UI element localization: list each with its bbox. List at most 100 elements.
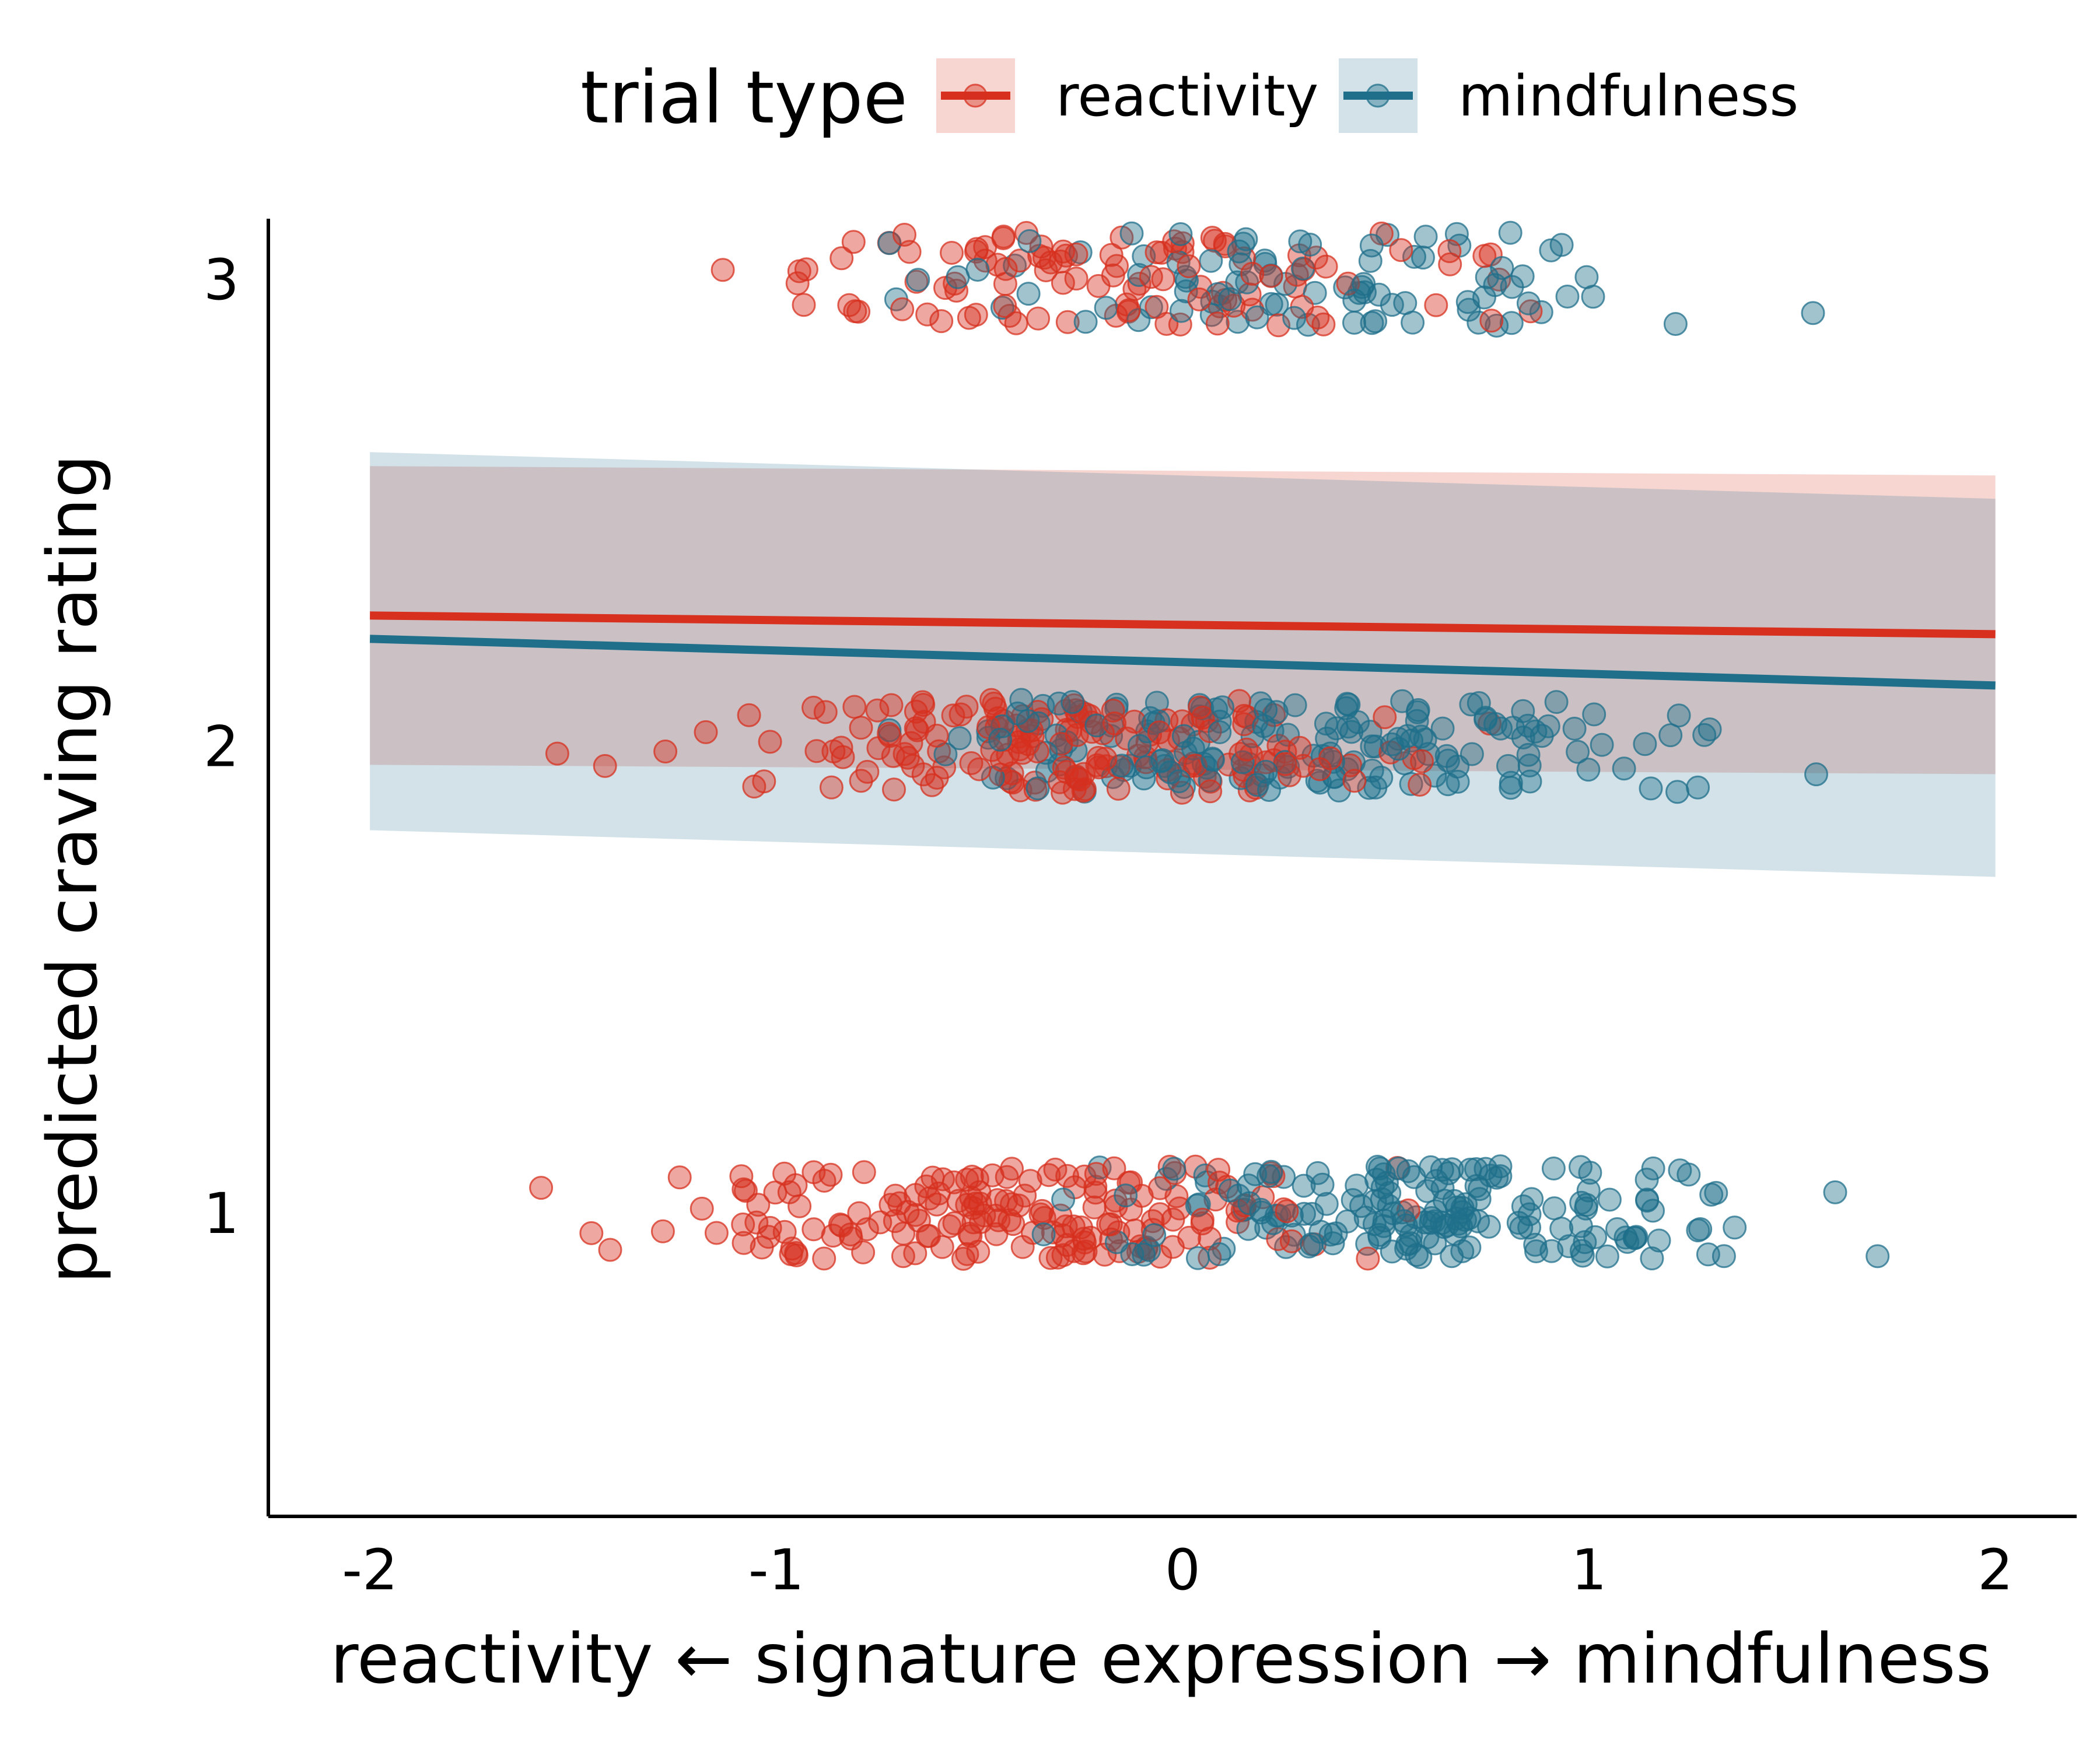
point-reactivity: [1342, 769, 1367, 793]
point-reactivity: [891, 1221, 916, 1246]
point-mindfulness: [1574, 1196, 1598, 1221]
point-reactivity: [849, 716, 873, 740]
point-reactivity: [1389, 238, 1413, 262]
point-reactivity: [1093, 747, 1118, 771]
point-reactivity: [852, 1160, 876, 1185]
legend-key-point: [1366, 83, 1390, 108]
point-mindfulness: [1016, 709, 1040, 733]
point-mindfulness: [1349, 1194, 1373, 1218]
point-mindfulness: [1639, 776, 1663, 801]
point-mindfulness: [1635, 1187, 1660, 1212]
point-mindfulness: [1517, 754, 1542, 777]
point-mindfulness: [1026, 776, 1050, 801]
point-mindfulness: [1167, 769, 1191, 794]
point-reactivity: [839, 1227, 863, 1250]
point-mindfulness: [1520, 1187, 1544, 1211]
point-mindfulness: [1483, 273, 1507, 297]
point-reactivity: [967, 1180, 992, 1204]
point-mindfulness: [1612, 756, 1636, 781]
point-mindfulness: [1549, 1217, 1574, 1241]
point-mindfulness: [1359, 233, 1384, 258]
point-mindfulness: [1634, 1168, 1659, 1192]
point-mindfulness: [947, 726, 972, 751]
point-reactivity: [940, 241, 964, 265]
point-reactivity: [993, 294, 1017, 318]
point-mindfulness: [1402, 244, 1426, 269]
point-mindfulness: [1051, 1187, 1076, 1212]
point-reactivity: [598, 1238, 622, 1262]
point-mindfulness: [1073, 310, 1098, 334]
point-reactivity: [794, 257, 818, 282]
point-mindfulness: [1386, 737, 1410, 761]
point-mindfulness: [1464, 1157, 1488, 1182]
point-reactivity: [1099, 243, 1124, 267]
point-reactivity: [667, 1165, 692, 1190]
point-reactivity: [1177, 254, 1201, 278]
point-reactivity: [729, 1164, 754, 1189]
point-reactivity: [954, 695, 979, 719]
point-mindfulness: [1342, 310, 1366, 335]
point-mindfulness: [1335, 692, 1359, 716]
point-mindfulness: [906, 268, 930, 292]
legend: trial type reactivity mindfulness: [580, 56, 1798, 140]
point-reactivity: [915, 302, 940, 327]
point-reactivity: [1037, 1163, 1061, 1187]
point-reactivity: [1101, 698, 1125, 723]
point-reactivity: [842, 695, 867, 719]
point-reactivity: [742, 775, 766, 799]
point-mindfulness: [1245, 305, 1269, 330]
point-mindfulness: [1415, 1179, 1440, 1203]
point-reactivity: [812, 1246, 836, 1271]
point-reactivity: [1410, 749, 1434, 773]
point-mindfulness: [1712, 1244, 1736, 1269]
point-mindfulness: [1566, 740, 1590, 764]
point-reactivity: [802, 695, 825, 720]
fit-line-reactivity: [370, 611, 1996, 639]
point-mindfulness: [1590, 733, 1614, 757]
point-reactivity: [1259, 264, 1283, 288]
point-reactivity: [892, 742, 917, 766]
legend-entry-label: reactivity: [1056, 64, 1318, 129]
point-mindfulness: [1557, 1234, 1581, 1259]
point-reactivity: [1240, 261, 1265, 286]
point-reactivity: [1191, 705, 1215, 730]
axes: -2 -1 0 1 2 1 2 3 reactivity ← signature express…: [32, 219, 2077, 1699]
point-reactivity: [758, 1215, 782, 1240]
point-mindfulness: [1256, 1164, 1281, 1188]
point-reactivity: [967, 757, 992, 782]
point-reactivity: [821, 1224, 845, 1248]
point-reactivity: [593, 754, 617, 778]
x-tick-label: -2: [342, 1537, 398, 1603]
point-reactivity: [1086, 274, 1111, 298]
point-mindfulness: [1282, 306, 1307, 330]
point-reactivity: [1479, 309, 1504, 333]
point-mindfulness: [1158, 760, 1182, 784]
point-reactivity: [1030, 1199, 1054, 1223]
point-mindfulness: [1447, 1211, 1471, 1236]
point-reactivity: [830, 246, 854, 271]
point-mindfulness: [1530, 724, 1554, 748]
point-mindfulness: [1162, 1157, 1186, 1181]
point-reactivity: [1061, 1214, 1086, 1239]
point-reactivity: [1144, 240, 1169, 265]
point-mindfulness: [1245, 773, 1269, 797]
point-reactivity: [855, 759, 880, 784]
point-reactivity: [993, 257, 1018, 281]
point-mindfulness: [1457, 1235, 1482, 1260]
point-reactivity: [1116, 298, 1141, 323]
point-mindfulness: [1866, 1244, 1890, 1269]
point-reactivity: [865, 698, 890, 723]
point-reactivity: [1187, 287, 1212, 311]
point-mindfulness: [1126, 308, 1151, 332]
point-reactivity: [779, 1242, 803, 1266]
point-mindfulness: [1288, 229, 1312, 254]
point-reactivity: [758, 730, 782, 754]
point-reactivity: [1000, 1192, 1024, 1217]
point-reactivity: [911, 690, 935, 714]
point-mindfulness: [877, 231, 902, 255]
point-mindfulness: [1171, 724, 1196, 748]
point-mindfulness: [1142, 1223, 1167, 1248]
point-reactivity: [529, 1176, 554, 1200]
point-mindfulness: [1252, 714, 1276, 738]
point-reactivity: [1408, 773, 1432, 797]
